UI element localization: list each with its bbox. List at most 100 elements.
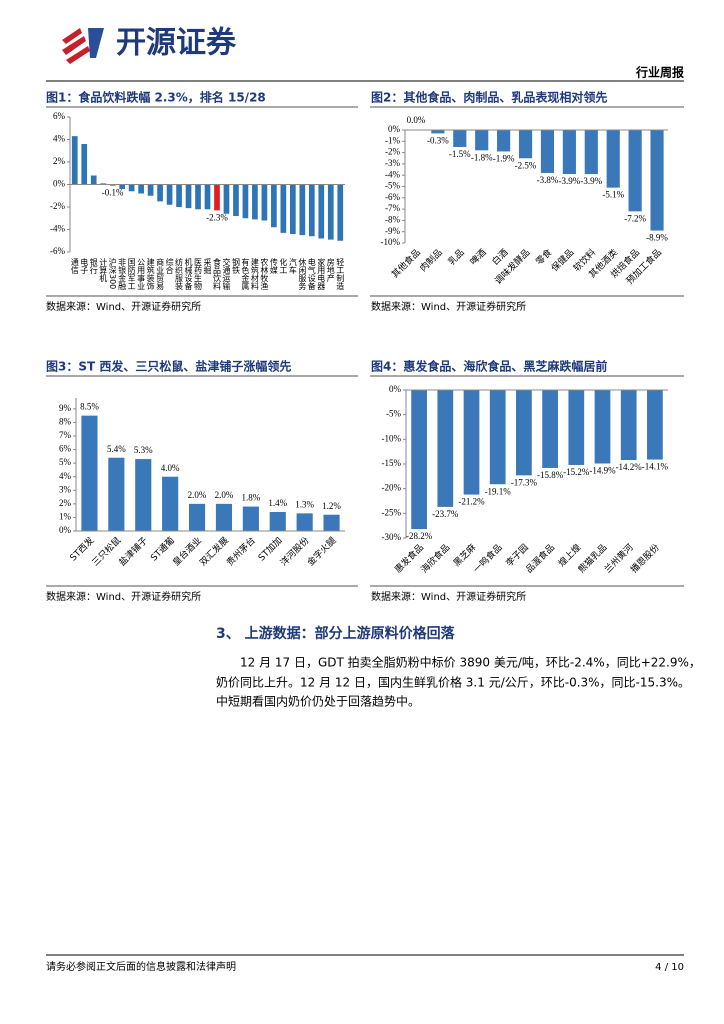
bar [280,184,287,233]
bar [109,184,116,186]
y-tick-label: -3% [385,158,400,168]
value-label: 8.5% [80,402,99,412]
bar [215,503,233,531]
bar [568,390,585,465]
x-tick-label: 金字火腿 [304,534,338,568]
x-tick-label: 洋河股份 [278,534,312,568]
brand: 开源证券 [116,26,237,61]
y-tick-label: -8% [385,214,400,224]
value-label: -0.3% [427,135,449,145]
bar [606,130,620,188]
y-tick-label: -7% [385,203,400,213]
value-label: -3.8% [537,175,559,185]
x-tick-label: 纺织服装 [175,257,184,291]
bar [489,390,506,485]
value-label: -23.7% [432,509,459,519]
bar [299,184,306,236]
x-tick-label: 啤酒 [467,246,488,267]
x-tick-label: 医药生物 [194,258,203,291]
x-tick-label: 乳品 [445,246,466,267]
bar [516,390,532,476]
logo [62,28,104,64]
bar [271,184,277,228]
y-tick-label: -5% [386,409,401,419]
figure-source: 数据来源：Wind、开源证券研究所 [371,590,526,603]
y-tick-label: 0% [388,124,401,134]
y-tick-label: -1% [385,135,400,145]
value-label: 0.0% [407,115,426,125]
x-tick-label: 机械设备 [184,257,193,291]
y-tick-label: 1% [59,511,72,521]
x-tick-label: 家用电器 [317,257,326,291]
x-tick-label: 计算机 [99,257,108,283]
bar [71,136,78,185]
x-tick-label: 银行 [89,257,98,275]
bar [497,130,511,152]
x-tick-label: 三只松鼠 [89,534,123,568]
paragraph-line: 奶价同比上升。12 月 12 日，国内生鲜乳价格 3.1 元/公斤，环比-0.3… [216,675,690,690]
x-tick-label: 食品饮料 [212,257,221,291]
value-label: -3.9% [580,176,602,186]
bar [453,130,467,147]
value-label: -2.3% [206,212,228,222]
x-tick-label: 商业贸易 [156,257,165,291]
bar [308,184,315,237]
section-title: 3、 上游数据：部分上游原料价格回落 [216,625,456,642]
bar [108,457,125,531]
x-tick-label: 国防军工 [127,258,136,290]
bar [584,130,598,175]
bar [327,184,334,240]
y-tick-label: -30% [382,532,402,542]
bar [620,390,637,461]
bar [337,184,344,241]
bar [475,130,489,151]
y-tick-label: 0% [389,384,402,394]
x-tick-label: 有色金属 [241,257,250,291]
x-tick-label: 汽车 [288,257,297,275]
bar [147,184,154,196]
y-tick-label: -4% [385,169,400,179]
value-label: 2.0% [215,490,234,500]
bar [204,184,211,210]
y-tick-label: 6% [59,444,72,454]
bar [437,390,454,507]
bar [518,130,533,159]
x-tick-label: 一鸣食品 [471,541,505,575]
value-label: -5.1% [602,190,624,200]
value-label: 1.2% [322,501,341,511]
bar [135,459,152,531]
bar [252,184,258,220]
x-tick-label: 肉制品 [417,246,445,274]
value-label: -15.8% [537,470,564,480]
x-tick-label: 综合 [165,257,174,275]
bar [119,184,125,189]
x-tick-label: 其他食品 [389,246,423,280]
value-label: -14.2% [616,462,643,472]
x-tick-label: 农林牧渔 [260,257,269,290]
x-tick-label: 零食 [533,246,554,267]
x-tick-label: 双汇发展 [197,534,231,568]
value-label: -2.5% [515,160,537,170]
bar [411,390,427,530]
bar [562,130,576,175]
value-label: 5.3% [134,445,153,455]
x-tick-label: 海欣食品 [418,541,452,575]
value-label: 2.0% [188,490,207,500]
bar [162,476,179,531]
y-tick-label: 9% [59,403,72,413]
value-label: 1.4% [268,498,287,508]
paragraph-line: 12 月 17 日，GDT 拍卖全脂奶粉中标价 3890 美元/吨，环比-2.4… [240,655,701,670]
y-tick-label: -20% [382,483,402,493]
figure-title: 图2：其他食品、肉制品、乳品表现相对领先 [371,90,607,105]
value-label: -14.9% [589,466,616,476]
value-label: 1.3% [295,499,314,509]
figure-source: 数据来源：Wind、开源证券研究所 [371,300,526,313]
x-tick-label: 品渥食品 [523,541,557,575]
y-tick-label: 8% [59,416,72,426]
value-label: -3.9% [559,176,581,186]
bar [157,184,163,202]
y-tick-label: -9% [385,226,400,236]
bar [269,512,286,531]
